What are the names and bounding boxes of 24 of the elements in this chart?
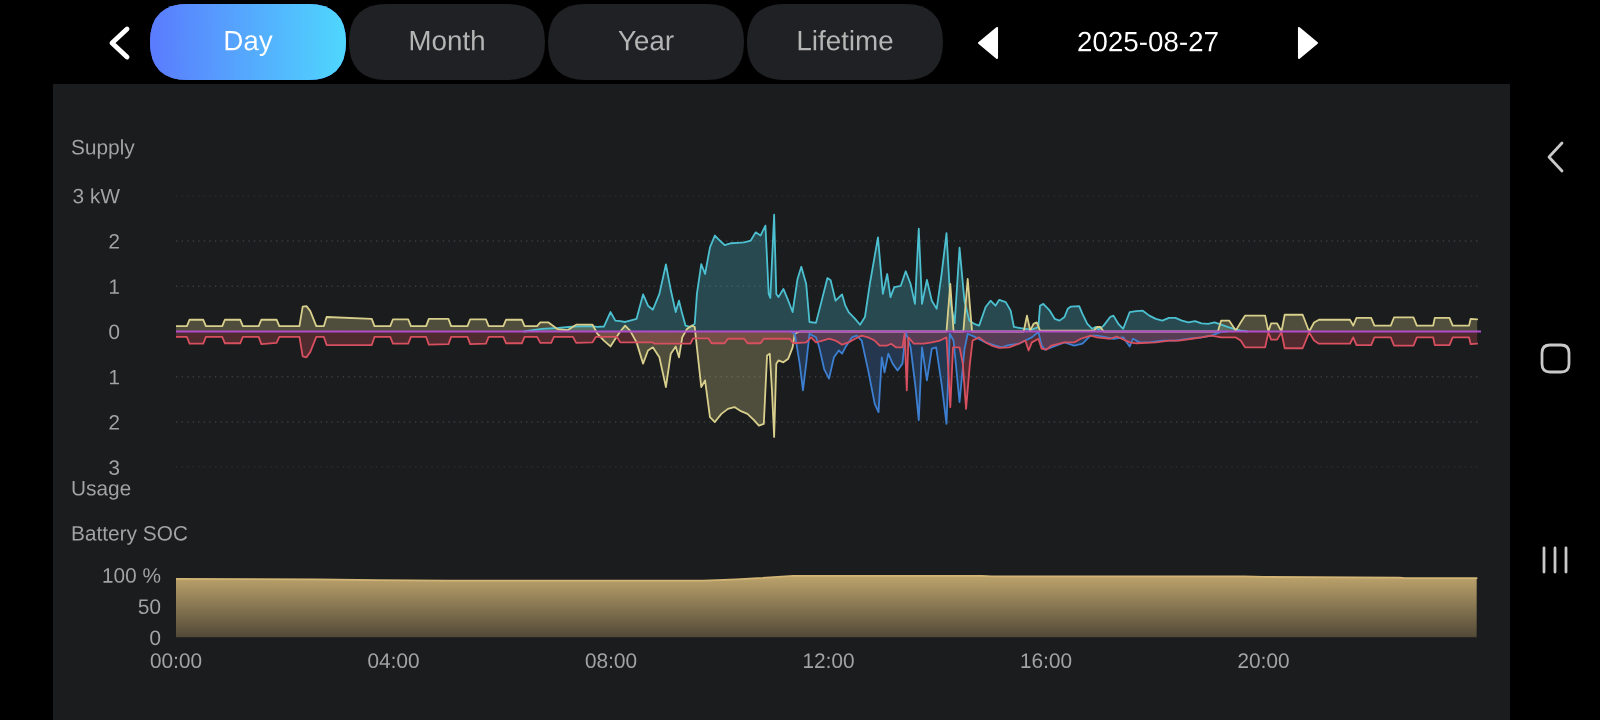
y-tick-label: 50 (138, 599, 161, 615)
chart-title: Battery SOC (72, 525, 188, 545)
y-tick-label: 1 (110, 279, 119, 294)
y-tick-label: 0 (109, 324, 120, 340)
y-tick-label: 3 (109, 460, 120, 476)
x-tick-label: 08:00 (585, 653, 637, 669)
y-tick-label: 2 (109, 233, 119, 249)
text: Usage (72, 481, 131, 500)
x-tick-label: 16:00 (1021, 653, 1072, 669)
y-tick-label: 3 kW (73, 188, 120, 204)
text: Year (618, 31, 674, 51)
text: Month (410, 30, 484, 51)
text: Supply (71, 139, 135, 159)
y-tick-label: 1 (110, 369, 119, 385)
x-tick-label: 00:00 (150, 653, 202, 669)
text: 2025-08-27 (1078, 31, 1218, 52)
x-tick-label: 20:00 (1238, 653, 1289, 669)
y-tick-label: 2 (109, 415, 119, 430)
text: Day (225, 31, 273, 56)
x-tick-label: 04:00 (368, 653, 419, 669)
y-tick-label: 0 (150, 630, 161, 646)
x-tick-label: 12:00 (804, 653, 854, 669)
y-tick-label: 100 % (103, 568, 161, 583)
text: Lifetime (798, 30, 893, 51)
